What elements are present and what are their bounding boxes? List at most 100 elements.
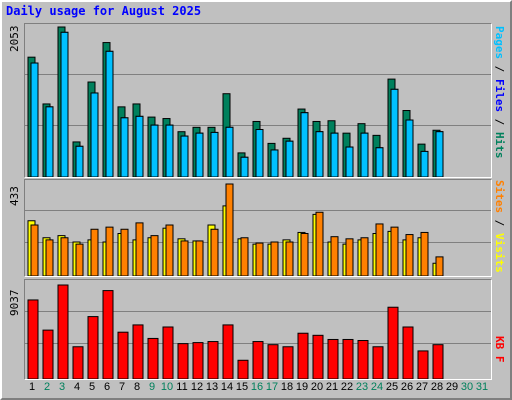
kbytes-bar <box>192 342 204 379</box>
sites-bar <box>225 183 234 276</box>
day-label: 18 <box>280 381 294 393</box>
day-axis: 1 2 3 4 5 6 7 8 9 10 11 12 13 14 15 16 17 18 19 20 21 22 23 24 2… <box>24 381 494 395</box>
kbytes-bar <box>207 341 219 379</box>
day-label: 3 <box>58 381 66 393</box>
sites-bar <box>285 241 294 276</box>
day-label: 23 <box>355 381 369 393</box>
visits-sites-chart <box>24 179 492 277</box>
legend-sep-1: / <box>493 59 506 79</box>
pages-bar <box>180 135 189 177</box>
sites-bar <box>315 211 324 276</box>
kbytes-bar <box>402 326 414 379</box>
pages-bar <box>270 149 279 177</box>
day-label: 31 <box>475 381 489 393</box>
kbytes-bar <box>117 331 129 379</box>
legend-sep-3: / <box>493 213 506 233</box>
page-title: Daily usage for August 2025 <box>6 4 202 18</box>
kbytes-bar <box>372 346 384 379</box>
pages-bar <box>420 150 429 177</box>
legend-sites-visits: Sites / Visits <box>493 180 506 273</box>
day-label: 15 <box>235 381 249 393</box>
kbytes-bar <box>162 326 174 379</box>
day-label: 1 <box>28 381 36 393</box>
legend-pages-files-hits: Pages / Files / Hits <box>493 26 506 159</box>
kbytes-bar <box>417 350 429 379</box>
kbytes-bar <box>357 340 369 379</box>
pages-bar <box>285 140 294 177</box>
sites-bar <box>195 240 204 276</box>
sites-bar <box>60 237 69 276</box>
sites-bar <box>165 224 174 276</box>
day-label: 2 <box>43 381 51 393</box>
pages-bar <box>330 132 339 177</box>
pages-bar <box>345 146 354 177</box>
kbytes-bar <box>57 284 69 379</box>
legend-sep-2: / <box>493 112 506 132</box>
sites-bar <box>390 226 399 276</box>
pages-bar <box>240 156 249 177</box>
day-label: 29 <box>445 381 459 393</box>
kbytes-bar <box>147 337 159 379</box>
pages-bar <box>405 119 414 177</box>
sites-bar <box>150 235 159 276</box>
sites-bar <box>330 236 339 276</box>
day-label: 20 <box>310 381 324 393</box>
sites-bar <box>30 224 39 276</box>
day-label: 11 <box>176 381 188 393</box>
day-label: 6 <box>103 381 111 393</box>
pages-bar <box>315 131 324 177</box>
kbytes-bar <box>252 341 264 379</box>
day-label: 17 <box>265 381 279 393</box>
sites-bar <box>45 239 54 276</box>
sites-bar <box>210 228 219 276</box>
day-label: 27 <box>415 381 429 393</box>
sites-bar <box>255 242 264 276</box>
pages-bar <box>75 145 84 177</box>
kb-max-label: 9037 <box>8 289 21 317</box>
day-label: 24 <box>370 381 384 393</box>
legend-visits: Visits <box>493 233 506 273</box>
hits-chart-svg <box>25 26 491 177</box>
sites-bar <box>420 231 429 276</box>
kbytes-bar <box>72 346 84 379</box>
legend-pages: Pages <box>493 26 506 60</box>
sites-bar <box>375 223 384 276</box>
kbytes-bar <box>222 324 234 379</box>
hits-max-label: 2053 <box>8 25 21 53</box>
sites-bar <box>435 256 444 276</box>
sites-bar <box>105 226 114 276</box>
pages-bar <box>375 147 384 177</box>
kbytes-bar <box>237 359 249 379</box>
day-label: 4 <box>73 381 81 393</box>
kbytes-bar <box>132 324 144 379</box>
pages-bar <box>390 88 399 177</box>
day-label: 8 <box>133 381 141 393</box>
kbytes-bar <box>297 332 309 379</box>
pages-bar <box>135 115 144 177</box>
sites-bar <box>405 234 414 276</box>
day-label: 19 <box>295 381 309 393</box>
day-label: 30 <box>460 381 474 393</box>
kbytes-bar <box>312 334 324 379</box>
kbytes-bar <box>387 306 399 379</box>
day-label: 14 <box>220 381 234 393</box>
kb-chart-svg <box>25 284 491 379</box>
kbytes-bar <box>177 343 189 379</box>
legend-hits: Hits <box>493 132 506 159</box>
legend-sites: Sites <box>493 180 506 214</box>
pages-bar <box>165 124 174 177</box>
sites-bar <box>135 222 144 276</box>
day-label: 21 <box>325 381 339 393</box>
pages-bar <box>435 131 444 177</box>
legend-kb: KB F <box>493 336 506 363</box>
sites-bar <box>360 237 369 276</box>
sites-bar <box>75 243 84 276</box>
pages-bar <box>195 132 204 177</box>
kbytes-bar <box>342 338 354 379</box>
day-label: 12 <box>190 381 204 393</box>
day-label: 25 <box>385 381 399 393</box>
pages-bar <box>90 92 99 177</box>
pages-bar <box>360 132 369 177</box>
kbytes-bar <box>267 344 279 379</box>
day-label: 26 <box>400 381 414 393</box>
